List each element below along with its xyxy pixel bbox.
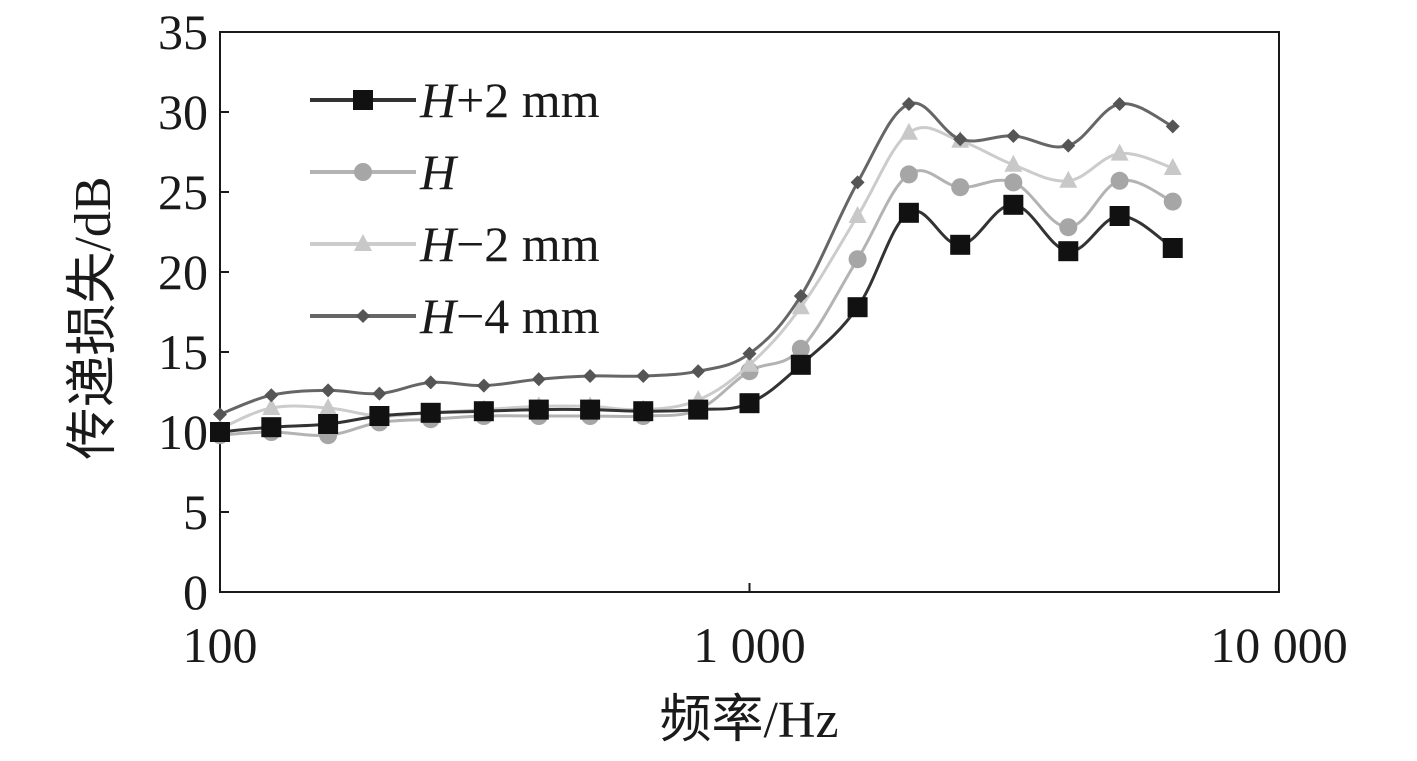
legend-entry: H [310, 144, 459, 200]
legend-label: H−2 mm [419, 216, 600, 272]
data-point [950, 234, 971, 255]
data-point [1110, 171, 1129, 190]
data-point [1059, 170, 1078, 188]
data-point [739, 393, 760, 414]
x-tick-label: 1 000 [693, 617, 806, 673]
data-point [1059, 218, 1078, 237]
data-point [531, 372, 546, 387]
data-point [1165, 119, 1180, 134]
data-point [791, 297, 810, 315]
data-point [636, 369, 651, 383]
data-point [740, 354, 759, 372]
x-axis-title: 频率/Hz [659, 692, 838, 749]
data-point [528, 399, 549, 420]
data-point [1006, 129, 1021, 143]
y-tick-label: 15 [158, 324, 208, 380]
data-point [1109, 206, 1130, 226]
legend-label-symbol: H [419, 288, 459, 344]
data-point [1163, 192, 1182, 211]
data-point [899, 122, 918, 140]
data-point [793, 289, 808, 303]
legend-marker [356, 309, 370, 323]
data-point [1110, 143, 1129, 161]
data-point [848, 250, 867, 269]
legend-entry: H−4 mm [310, 288, 600, 344]
plot-frame [219, 31, 1280, 593]
legend-entry: H−2 mm [310, 216, 600, 272]
legend-label: H−4 mm [419, 288, 600, 344]
axes: 0 5 10 15 20 25 30 35 100 1 000 10 000 [158, 4, 1348, 673]
data-point [953, 132, 968, 147]
x-tick-label: 10 000 [1210, 617, 1348, 673]
data-point [850, 175, 865, 190]
data-point [1162, 238, 1183, 258]
data-point [262, 398, 281, 415]
legend-label-symbol: H [419, 72, 459, 128]
data-point [1061, 138, 1076, 153]
data-point [898, 202, 919, 223]
data-point [1004, 173, 1023, 192]
y-tick-label: 30 [158, 84, 208, 140]
legend-label-symbol: H [419, 144, 459, 200]
legend-marker [354, 234, 372, 251]
legend-label: H+2 mm [419, 72, 600, 128]
series-layer [210, 97, 1183, 445]
data-point [633, 401, 654, 422]
legend-marker [353, 90, 373, 110]
data-point [420, 402, 441, 423]
data-point [580, 399, 601, 420]
series-h-2-mm [210, 194, 1183, 442]
data-point [583, 369, 598, 383]
data-point [210, 422, 230, 442]
data-point [691, 364, 706, 379]
legend-label: H [419, 144, 459, 200]
data-point [213, 407, 227, 422]
data-point [848, 206, 867, 223]
y-tick-label: 20 [158, 244, 208, 300]
legend-entry: H+2 mm [310, 72, 600, 128]
data-point [372, 386, 387, 401]
data-point [790, 354, 811, 375]
y-tick-label: 10 [158, 404, 208, 460]
legend-label-suffix: −4 mm [456, 288, 600, 344]
series-h-4-mm [213, 97, 1180, 422]
data-point [1004, 154, 1023, 172]
data-point [899, 165, 918, 184]
data-point [847, 297, 868, 318]
y-tick-label: 35 [158, 4, 208, 60]
data-point [791, 339, 810, 358]
data-point [742, 346, 757, 361]
y-axis-title: 传递损失/dB [65, 176, 122, 459]
x-tick-label: 100 [183, 617, 258, 673]
data-point [1112, 97, 1127, 111]
data-point [951, 178, 970, 197]
data-point [321, 383, 336, 398]
y-tick-label: 0 [183, 564, 208, 620]
data-point [476, 378, 491, 393]
data-point [319, 398, 338, 415]
data-point [1163, 158, 1182, 175]
y-tick-label: 5 [183, 484, 208, 540]
y-tick-label: 25 [158, 164, 208, 220]
data-point [318, 414, 339, 434]
data-point [1003, 194, 1024, 215]
data-point [901, 97, 916, 111]
legend-label-symbol: H [419, 216, 459, 272]
data-point [261, 417, 282, 438]
legend-marker [354, 163, 372, 181]
data-point [369, 406, 390, 426]
data-point [473, 401, 494, 422]
legend-label-suffix: +2 mm [456, 72, 600, 128]
data-point [688, 399, 709, 420]
data-point [264, 388, 279, 403]
legend-label-suffix: −2 mm [456, 216, 600, 272]
data-point [1058, 241, 1079, 262]
data-point [423, 375, 438, 390]
